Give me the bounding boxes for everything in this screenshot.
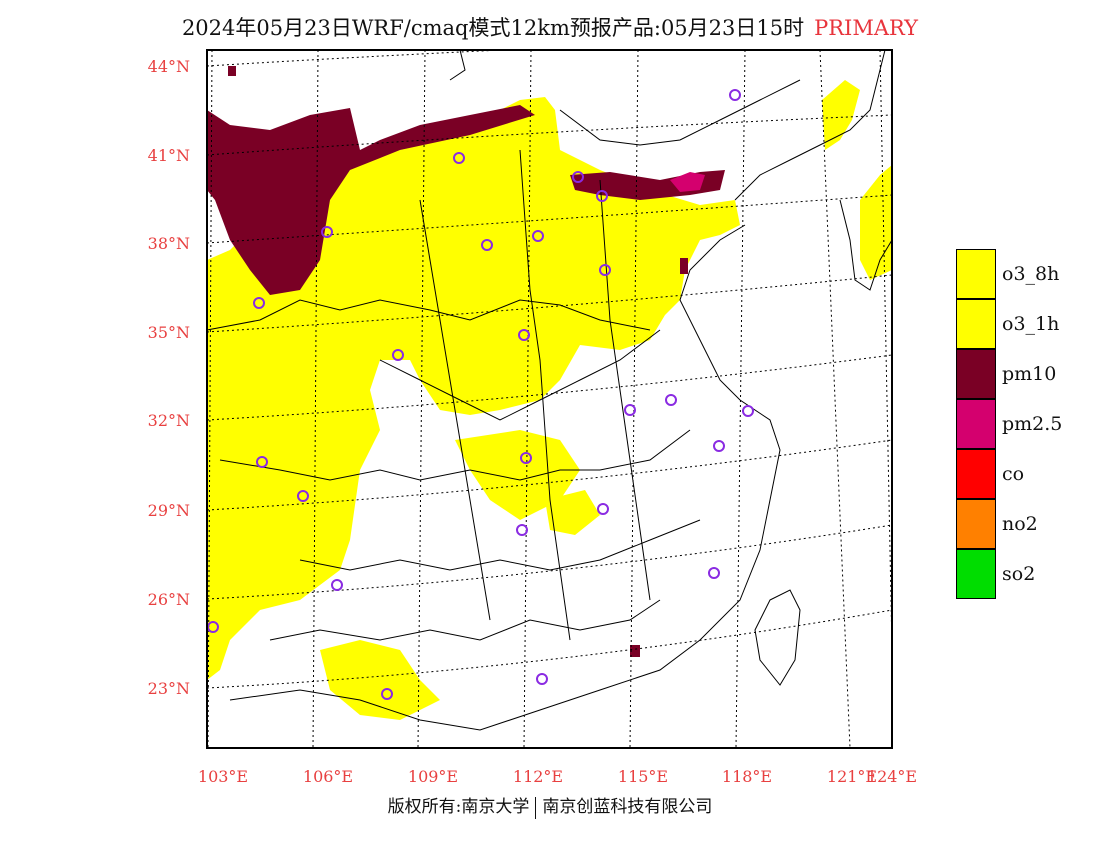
legend: o3_8h o3_1h pm10 pm2.5 co no2 so2	[956, 249, 1076, 599]
city-marker	[599, 264, 611, 276]
latitude-labels: 44°N 41°N 38°N 35°N 32°N 29°N 26°N 23°N	[148, 57, 190, 698]
city-marker	[481, 239, 493, 251]
legend-swatch	[956, 349, 996, 399]
lat-label: 38°N	[148, 234, 190, 253]
city-marker	[321, 226, 333, 238]
legend-item-co: co	[956, 449, 1076, 499]
pm25-patch	[670, 172, 705, 192]
o3-region	[207, 97, 740, 680]
city-marker	[253, 297, 265, 309]
legend-swatch	[956, 399, 996, 449]
map-title: 2024年05月23日WRF/cmaq模式12km预报产品:05月23日15时 P…	[0, 12, 1100, 42]
city-marker	[297, 490, 309, 502]
copyright-divider	[535, 796, 537, 819]
o3-patch-east	[822, 80, 860, 150]
legend-label: o3_8h	[1002, 263, 1060, 285]
lon-label: 115°E	[618, 767, 668, 786]
title-tag: PRIMARY	[814, 16, 919, 40]
legend-label: o3_1h	[1002, 313, 1060, 335]
title-text: 2024年05月23日WRF/cmaq模式12km预报产品:05月23日15时	[181, 16, 805, 40]
legend-label: co	[1002, 463, 1025, 485]
legend-item-o3-8h: o3_8h	[956, 249, 1076, 299]
lat-label: 26°N	[148, 590, 190, 609]
pm10-spot	[228, 66, 236, 76]
copyright-right: 南京创蓝科技有限公司	[542, 797, 713, 817]
legend-swatch	[956, 549, 996, 599]
city-marker	[742, 405, 754, 417]
lon-label: 106°E	[303, 767, 353, 786]
copyright-left: 版权所有:南京大学	[387, 797, 530, 817]
city-marker	[536, 673, 548, 685]
legend-item-pm10: pm10	[956, 349, 1076, 399]
legend-item-o3-1h: o3_1h	[956, 299, 1076, 349]
legend-item-pm25: pm2.5	[956, 399, 1076, 449]
legend-item-so2: so2	[956, 549, 1076, 599]
city-marker	[453, 152, 465, 164]
lon-label: 118°E	[722, 767, 772, 786]
legend-label: pm10	[1002, 363, 1057, 385]
legend-label: so2	[1002, 563, 1036, 585]
legend-label: pm2.5	[1002, 413, 1063, 435]
legend-item-no2: no2	[956, 499, 1076, 549]
city-marker	[256, 456, 268, 468]
province-boundaries	[207, 50, 892, 731]
lon-label: 103°E	[198, 767, 248, 786]
lon-label: 112°E	[513, 767, 563, 786]
city-marker	[381, 688, 393, 700]
o3-patch-central	[455, 430, 580, 520]
graticule	[207, 50, 892, 748]
lat-label: 41°N	[148, 146, 190, 165]
lat-label: 32°N	[148, 411, 190, 430]
city-marker	[392, 349, 404, 361]
city-marker	[624, 404, 636, 416]
city-marker	[729, 89, 741, 101]
city-marker	[597, 503, 609, 515]
longitude-labels: 103°E 106°E 109°E 112°E 115°E 118°E 121°…	[198, 767, 917, 786]
copyright: 版权所有:南京大学 南京创蓝科技有限公司	[0, 792, 1100, 819]
legend-label: no2	[1002, 513, 1038, 535]
lat-label: 35°N	[148, 323, 190, 342]
city-marker	[520, 452, 532, 464]
lat-label: 29°N	[148, 501, 190, 520]
city-marker	[331, 579, 343, 591]
pm10-spot	[680, 258, 688, 274]
o3-patch-south	[320, 640, 440, 720]
lat-label: 23°N	[148, 679, 190, 698]
lon-label: 109°E	[408, 767, 458, 786]
city-marker	[708, 567, 720, 579]
legend-swatch	[956, 499, 996, 549]
city-marker	[596, 190, 608, 202]
city-marker	[532, 230, 544, 242]
legend-swatch	[956, 299, 996, 349]
legend-swatch	[956, 449, 996, 499]
city-marker	[713, 440, 725, 452]
pm10-spot	[630, 645, 640, 657]
legend-swatch	[956, 249, 996, 299]
map-frame	[206, 49, 893, 749]
lon-label: 121°E	[827, 767, 877, 786]
city-marker	[665, 394, 677, 406]
city-markers	[207, 89, 754, 700]
city-marker	[516, 524, 528, 536]
o3-patch-korea	[860, 165, 892, 280]
city-marker	[518, 329, 530, 341]
lon-label: 124°E	[867, 767, 917, 786]
pm10-region	[207, 105, 535, 295]
city-marker	[572, 171, 584, 183]
o3-patch-jx	[545, 490, 600, 535]
lat-label: 44°N	[148, 57, 190, 76]
